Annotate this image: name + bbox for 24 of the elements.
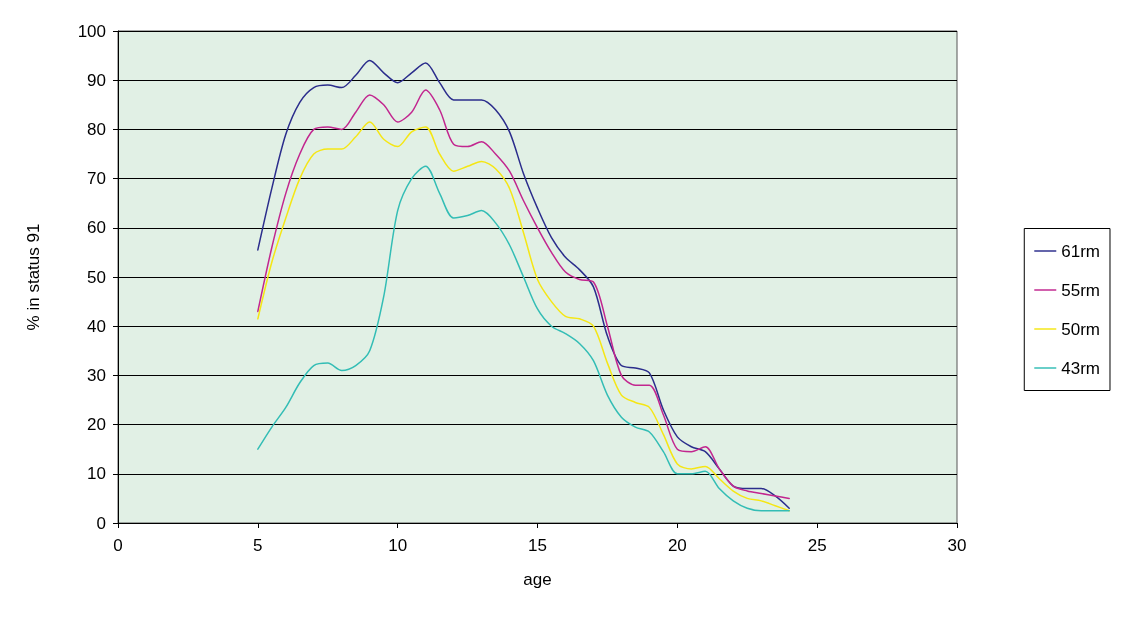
x-tick-label: 0 — [113, 536, 123, 555]
y-tick-label: 30 — [87, 365, 106, 385]
x-tick-label: 5 — [253, 536, 263, 555]
y-tick-label: 10 — [87, 464, 106, 484]
y-tick-label: 80 — [87, 119, 106, 139]
x-tick-label: 15 — [528, 536, 547, 555]
y-tick-label: 40 — [87, 316, 106, 336]
legend-label: 55rm — [1061, 280, 1100, 300]
x-axis-title: age — [523, 570, 552, 589]
y-tick-label: 90 — [87, 70, 106, 90]
x-tick-label: 10 — [388, 536, 408, 555]
legend-label: 50rm — [1061, 319, 1100, 339]
legend-label: 61rm — [1061, 241, 1100, 261]
y-tick-label: 50 — [87, 267, 106, 287]
legend-label: 43rm — [1061, 358, 1100, 378]
x-tick-label: 20 — [667, 536, 687, 555]
y-axis-title: % in status 91 — [24, 223, 43, 331]
y-tick-label: 100 — [77, 21, 106, 41]
y-tick-label: 20 — [87, 415, 106, 435]
y-tick-label: 60 — [87, 218, 106, 238]
y-tick-label: 0 — [96, 513, 106, 533]
y-tick-label: 70 — [87, 169, 106, 189]
x-tick-label: 25 — [807, 536, 827, 555]
x-tick-label: 30 — [947, 536, 967, 555]
